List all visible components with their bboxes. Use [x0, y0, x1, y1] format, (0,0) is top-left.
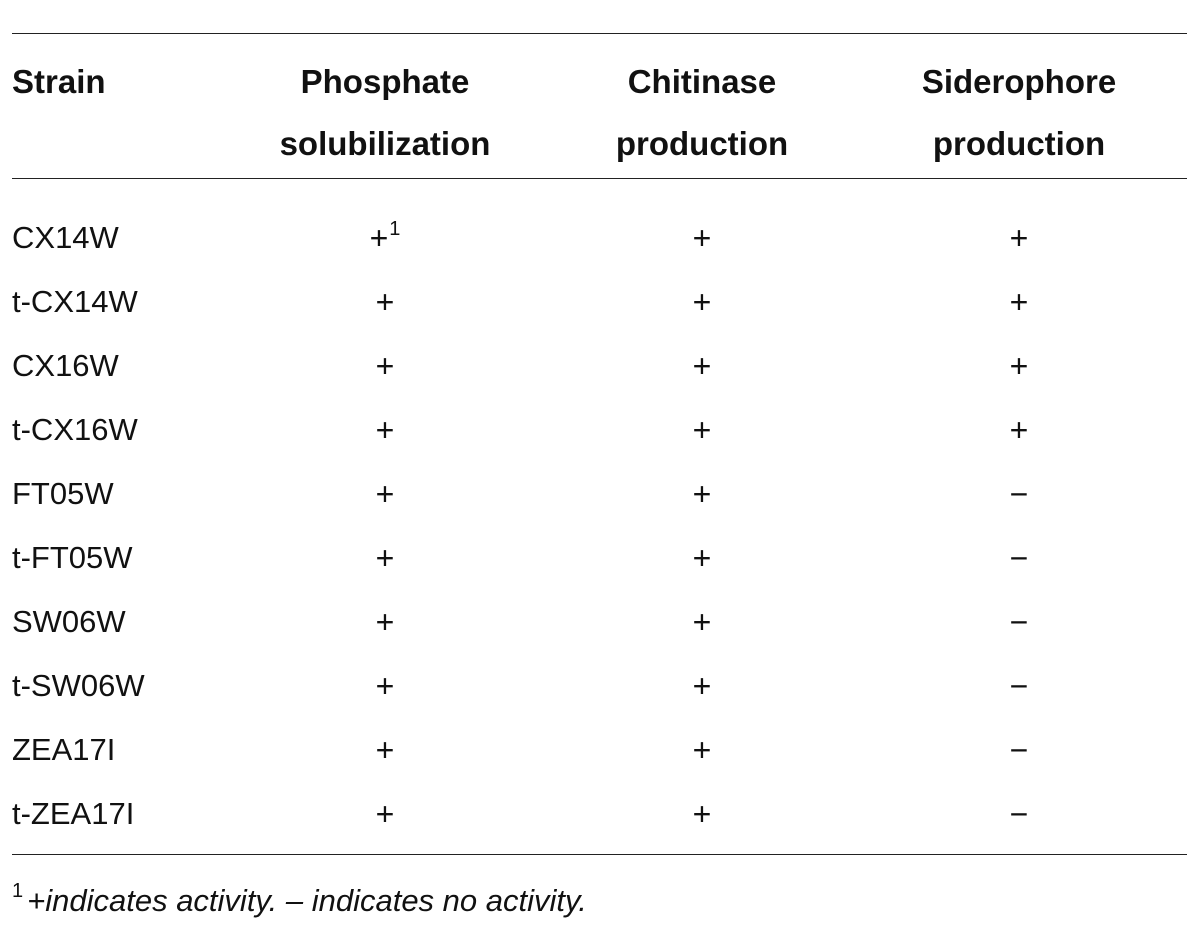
chitinase-cell: +: [692, 540, 712, 576]
table-row: SW06W + + −: [12, 590, 1187, 654]
siderophore-cell: +: [1009, 220, 1029, 256]
strain-cell: t-FT05W: [12, 540, 133, 575]
table-row: t-SW06W + + −: [12, 654, 1187, 718]
table-row: CX16W + + +: [12, 334, 1187, 398]
strain-cell: t-CX14W: [12, 284, 138, 319]
phosphate-cell: +: [375, 668, 395, 704]
chitinase-cell: +: [692, 668, 712, 704]
strain-cell: CX14W: [12, 220, 119, 255]
table-row: t-CX16W + + +: [12, 398, 1187, 462]
strain-cell: FT05W: [12, 476, 114, 511]
siderophore-cell: −: [1009, 476, 1029, 512]
siderophore-cell: +: [1009, 348, 1029, 384]
table-top-rule: [12, 33, 1187, 34]
footnote-marker: 1: [389, 218, 401, 240]
chitinase-cell: +: [692, 412, 712, 448]
phosphate-cell: +: [375, 476, 395, 512]
table-row: t-CX14W + + +: [12, 270, 1187, 334]
strain-cell: t-SW06W: [12, 668, 145, 703]
table-bottom-rule: [12, 854, 1187, 855]
header-phosphate-solubilization: Phosphate solubilization: [279, 63, 491, 162]
table-row: CX14W +1 + +: [12, 206, 1187, 270]
siderophore-cell: +: [1009, 412, 1029, 448]
phosphate-cell: +: [375, 796, 395, 832]
table-row: t-ZEA17I + + −: [12, 782, 1187, 846]
table-header-rule: [12, 178, 1187, 179]
chitinase-cell: +: [692, 796, 712, 832]
chitinase-cell: +: [692, 284, 712, 320]
strain-cell: ZEA17I: [12, 732, 116, 767]
chitinase-cell: +: [692, 220, 712, 256]
siderophore-cell: −: [1009, 604, 1029, 640]
phosphate-cell: +: [375, 732, 395, 768]
footnote-text: +indicates activity. – indicates no acti…: [27, 883, 587, 918]
phosphate-cell: +: [375, 604, 395, 640]
siderophore-cell: −: [1009, 796, 1029, 832]
table-row: ZEA17I + + −: [12, 718, 1187, 782]
table-footnote: 1 +indicates activity. – indicates no act…: [12, 878, 587, 928]
strain-cell: t-ZEA17I: [12, 796, 135, 831]
phosphate-cell: +1: [369, 218, 401, 256]
table-row: t-FT05W + + −: [12, 526, 1187, 590]
phosphate-cell: +: [375, 284, 395, 320]
strain-cell: SW06W: [12, 604, 126, 639]
siderophore-cell: −: [1009, 668, 1029, 704]
siderophore-cell: +: [1009, 284, 1029, 320]
strain-cell: CX16W: [12, 348, 119, 383]
phosphate-cell: +: [375, 540, 395, 576]
chitinase-cell: +: [692, 348, 712, 384]
footnote-number: 1: [12, 880, 24, 902]
phosphate-cell: +: [375, 412, 395, 448]
chitinase-cell: +: [692, 604, 712, 640]
header-siderophore-production: Siderophore production: [921, 63, 1117, 162]
header-strain: Strain: [12, 63, 106, 100]
chitinase-cell: +: [692, 476, 712, 512]
phosphate-cell: +: [375, 348, 395, 384]
table-row: FT05W + + −: [12, 462, 1187, 526]
siderophore-cell: −: [1009, 540, 1029, 576]
chitinase-cell: +: [692, 732, 712, 768]
header-chitinase-production: Chitinase production: [615, 63, 789, 162]
siderophore-cell: −: [1009, 732, 1029, 768]
strain-cell: t-CX16W: [12, 412, 138, 447]
